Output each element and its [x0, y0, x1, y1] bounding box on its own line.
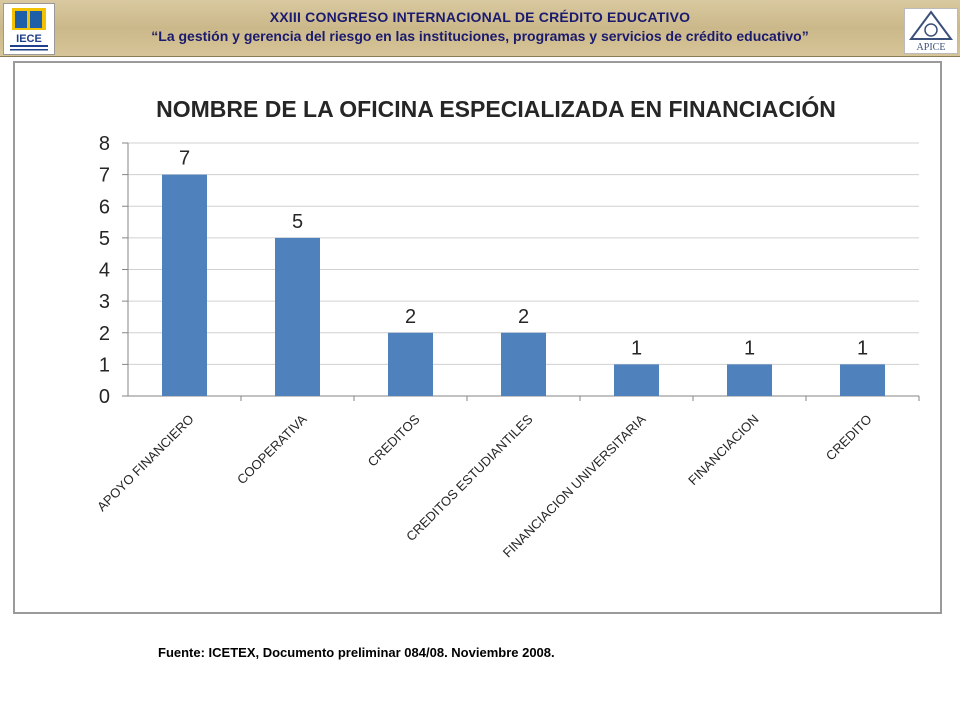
x-category-label: APOYO FINANCIERO — [94, 412, 197, 515]
y-tick-label: 4 — [99, 260, 110, 282]
bar-2 — [275, 237, 320, 396]
data-label: 1 — [744, 337, 755, 359]
y-tick-label: 3 — [99, 291, 110, 313]
chart-title: NOMBRE DE LA OFICINA ESPECIALIZADA EN FI… — [156, 95, 836, 122]
bar-1 — [162, 174, 207, 396]
y-tick-label: 6 — [99, 196, 110, 218]
x-category-label: CREDITOS — [365, 411, 423, 469]
x-category-label: CREDITO — [823, 412, 875, 464]
data-label: 5 — [292, 211, 303, 233]
data-label: 7 — [179, 148, 190, 170]
data-label: 2 — [518, 306, 529, 328]
x-category-label: FINANCIACION — [685, 412, 761, 488]
y-tick-label: 0 — [99, 386, 110, 408]
bar-5 — [614, 364, 659, 396]
bar-3 — [388, 332, 433, 396]
apice-logo-text: APICE — [917, 42, 946, 53]
x-category-label: CREDITOS ESTUDIANTILES — [403, 411, 536, 544]
x-category-label: COOPERATIVA — [234, 411, 310, 487]
y-tick-label: 2 — [99, 323, 110, 345]
data-label: 1 — [631, 337, 642, 359]
bar-4 — [501, 332, 546, 396]
bar-6 — [727, 364, 772, 396]
bar-chart: NOMBRE DE LA OFICINA ESPECIALIZADA EN FI… — [94, 95, 920, 560]
iece-logo: IECE — [3, 3, 55, 55]
y-tick-label: 8 — [99, 133, 110, 155]
iece-logo-text: IECE — [16, 33, 42, 45]
data-label: 1 — [857, 337, 868, 359]
apice-logo: APICE — [904, 8, 958, 54]
y-tick-label: 7 — [99, 165, 110, 187]
chart-frame: NOMBRE DE LA OFICINA ESPECIALIZADA EN FI… — [13, 61, 942, 614]
y-tick-label: 5 — [99, 228, 110, 250]
slide-header: IECE XXIII CONGRESO INTERNACIONAL DE CRÉ… — [0, 0, 960, 57]
congress-subtitle: “La gestión y gerencia del riesgo en las… — [151, 28, 809, 44]
y-tick-label: 1 — [99, 354, 110, 376]
congress-title: XXIII CONGRESO INTERNACIONAL DE CRÉDITO … — [269, 9, 691, 25]
bar-7 — [840, 364, 885, 396]
source-note: Fuente: ICETEX, Documento preliminar 084… — [158, 645, 555, 660]
data-label: 2 — [405, 306, 416, 328]
